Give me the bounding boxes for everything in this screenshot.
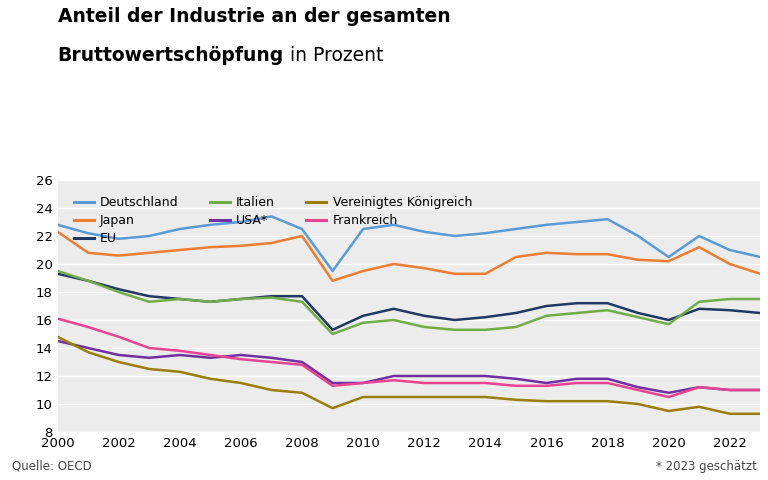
Text: in Prozent: in Prozent <box>284 46 383 65</box>
Text: Bruttowertschöpfung: Bruttowertschöpfung <box>58 46 284 65</box>
Legend: Deutschland, Japan, EU, Italien, USA*, Vereinigtes Königreich, Frankreich: Deutschland, Japan, EU, Italien, USA*, V… <box>64 186 482 255</box>
Text: Quelle: OECD: Quelle: OECD <box>12 460 91 473</box>
Text: Anteil der Industrie an der gesamten: Anteil der Industrie an der gesamten <box>58 7 450 26</box>
Text: * 2023 geschätzt: * 2023 geschätzt <box>656 460 756 473</box>
